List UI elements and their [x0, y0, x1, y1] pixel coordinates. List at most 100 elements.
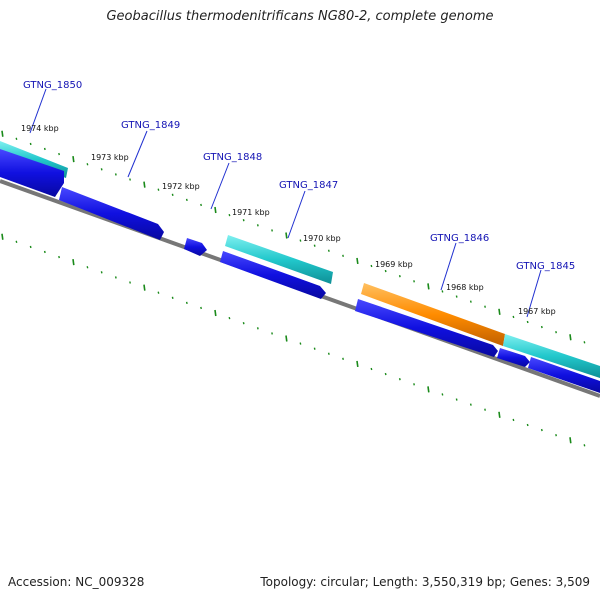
minor-tick — [441, 290, 444, 293]
major-tick — [285, 335, 288, 342]
minor-tick — [114, 276, 117, 279]
minor-tick — [271, 332, 273, 335]
kbp-label-1970: 1970 kbp — [303, 234, 341, 243]
major-tick — [498, 308, 501, 315]
gene-label-gtng-1849[interactable]: GTNG_1849 — [121, 120, 180, 131]
minor-tick — [512, 418, 515, 422]
leader-gtng-1850 — [29, 88, 47, 134]
leader-gtng-1847 — [287, 190, 306, 239]
minor-tick — [256, 224, 259, 227]
minor-tick — [43, 250, 46, 254]
minor-tick — [313, 244, 316, 247]
leader-gtng-1846 — [440, 242, 457, 291]
kbp-label-1972: 1972 kbp — [162, 182, 200, 191]
major-tick — [569, 334, 572, 341]
minor-tick — [526, 320, 529, 324]
minor-tick — [228, 213, 231, 217]
gene-label-gtng-1848[interactable]: GTNG_1848 — [203, 152, 262, 163]
gene-label-gtng-1845[interactable]: GTNG_1845 — [516, 261, 575, 272]
minor-tick — [100, 271, 103, 274]
gene-band-gtng-1847[interactable] — [225, 235, 333, 284]
major-tick — [143, 181, 146, 188]
minor-tick — [540, 325, 543, 329]
cds-arrow-3[interactable] — [184, 238, 207, 256]
minor-tick — [441, 393, 444, 396]
major-tick — [285, 232, 288, 239]
cds-arrow-2[interactable] — [59, 187, 164, 240]
cds-arrow-6[interactable] — [497, 348, 530, 367]
minor-tick — [58, 255, 60, 259]
major-tick — [356, 257, 359, 265]
minor-tick — [484, 408, 486, 411]
minor-tick — [15, 137, 18, 140]
kbp-label-1971: 1971 kbp — [232, 208, 270, 217]
minor-tick — [370, 264, 373, 268]
minor-tick — [398, 378, 401, 381]
minor-tick — [484, 305, 486, 308]
accession-label: Accession: NC_009328 — [8, 575, 145, 589]
minor-tick — [455, 398, 458, 401]
minor-tick — [58, 152, 60, 156]
cds-arrow-4[interactable] — [220, 251, 326, 299]
minor-tick — [15, 240, 18, 243]
minor-tick — [171, 193, 174, 196]
minor-tick — [114, 173, 117, 176]
minor-tick — [413, 280, 415, 283]
kbp-label-1973: 1973 kbp — [91, 153, 129, 162]
minor-tick — [327, 249, 330, 252]
major-tick — [356, 360, 359, 368]
kbp-label-1968: 1968 kbp — [446, 283, 484, 292]
minor-tick — [313, 347, 316, 350]
minor-tick — [384, 372, 387, 376]
minor-tick — [299, 239, 302, 242]
minor-tick — [299, 342, 302, 345]
minor-tick — [157, 291, 160, 294]
minor-tick — [583, 444, 586, 447]
major-tick — [214, 309, 217, 317]
minor-tick — [540, 428, 543, 432]
minor-tick — [242, 322, 245, 325]
minor-tick — [228, 316, 231, 320]
minor-tick — [29, 245, 32, 249]
minor-tick — [256, 327, 259, 330]
page-title: Geobacillus thermodenitrificans NG80-2, … — [106, 9, 494, 24]
leader-gtng-1849 — [127, 130, 148, 178]
minor-tick — [370, 367, 373, 371]
cds-arrow-1[interactable] — [0, 149, 64, 197]
minor-tick — [86, 266, 89, 269]
kbp-label-1969: 1969 kbp — [375, 260, 413, 269]
minor-tick — [271, 229, 273, 232]
minor-tick — [157, 188, 160, 191]
minor-tick — [555, 330, 557, 334]
minor-tick — [185, 198, 188, 202]
major-tick — [143, 284, 146, 291]
leader-gtng-1845 — [526, 269, 542, 318]
major-tick — [1, 130, 4, 137]
gene-label-gtng-1850[interactable]: GTNG_1850 — [23, 80, 82, 91]
cds-arrow-5[interactable] — [355, 299, 498, 357]
minor-tick — [384, 269, 387, 273]
major-tick — [498, 411, 501, 418]
minor-tick — [327, 352, 330, 355]
gene-band-gtng-1846[interactable] — [361, 283, 505, 346]
minor-tick — [469, 403, 472, 406]
gene-label-gtng-1846[interactable]: GTNG_1846 — [430, 233, 489, 244]
minor-tick — [86, 163, 89, 166]
major-tick — [427, 386, 430, 393]
gene-label-gtng-1847[interactable]: GTNG_1847 — [279, 180, 338, 191]
minor-tick — [512, 315, 515, 319]
upper-tick-track — [1, 130, 586, 344]
minor-tick — [413, 383, 415, 386]
gene-band-gtng-1845[interactable] — [503, 334, 600, 378]
minor-tick — [342, 254, 344, 258]
cds-arrow-7[interactable] — [528, 357, 600, 393]
minor-tick — [583, 341, 586, 344]
major-tick — [214, 206, 217, 214]
kbp-label-1967: 1967 kbp — [518, 307, 556, 316]
minor-tick — [129, 281, 131, 284]
major-tick — [569, 437, 572, 444]
minor-tick — [171, 296, 174, 299]
leader-gtng-1848 — [210, 162, 230, 210]
major-tick — [72, 156, 75, 163]
minor-tick — [185, 301, 188, 305]
